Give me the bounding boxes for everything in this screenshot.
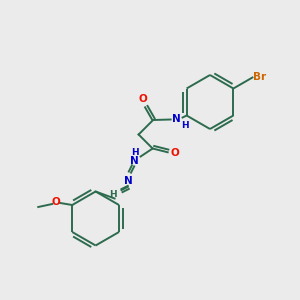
- Text: Br: Br: [254, 73, 267, 82]
- Text: N: N: [172, 115, 181, 124]
- Text: H: H: [109, 190, 116, 199]
- Text: N: N: [130, 155, 139, 166]
- Text: N: N: [124, 176, 133, 187]
- Text: H: H: [181, 121, 188, 130]
- Text: O: O: [170, 148, 179, 158]
- Text: O: O: [138, 94, 147, 104]
- Text: H: H: [131, 148, 138, 157]
- Text: O: O: [52, 197, 61, 207]
